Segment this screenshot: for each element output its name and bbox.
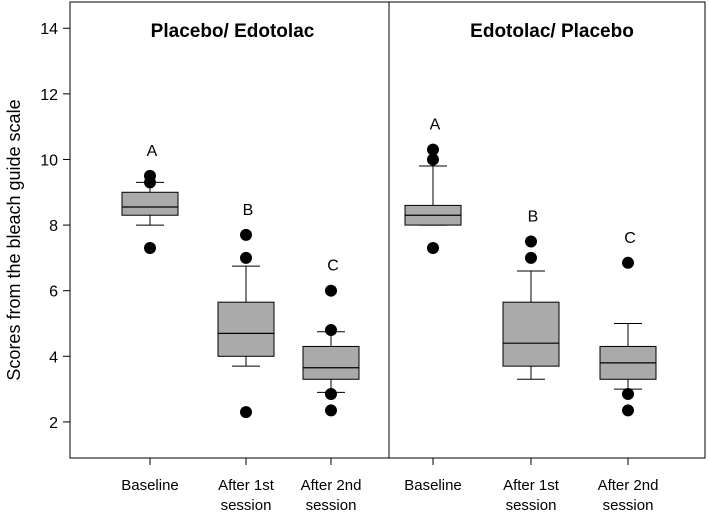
significance-letter: A xyxy=(147,143,158,160)
x-category-label-line: session xyxy=(306,497,357,514)
y-tick-label: 4 xyxy=(49,349,58,366)
box-group: A xyxy=(121,143,179,255)
outlier-point xyxy=(240,406,252,419)
outlier-point xyxy=(622,404,634,417)
significance-letter: B xyxy=(243,202,254,219)
y-tick-label: 6 xyxy=(49,284,58,301)
box-group: B xyxy=(217,202,275,419)
panel-titles: Placebo/ Edotolac Edotolac/ Placebo xyxy=(151,21,634,42)
x-category-label-line: After 2nd xyxy=(598,477,659,494)
outlier-point xyxy=(325,388,337,401)
y-tick-label: 2 xyxy=(49,415,58,432)
outlier-point xyxy=(240,251,252,264)
x-category-label: After 1st session xyxy=(503,477,560,514)
x-axis-category-labels: Baseline After 1st session After 2nd session… xyxy=(121,458,658,514)
panel-title: Edotolac/ Placebo xyxy=(470,21,634,42)
significance-letter: A xyxy=(430,117,441,134)
x-category-label-line: session xyxy=(221,497,272,514)
iqr-box xyxy=(502,301,560,367)
outlier-point xyxy=(144,242,156,255)
box-group: A xyxy=(404,117,462,255)
outlier-point xyxy=(427,242,439,255)
outlier-point xyxy=(325,404,337,417)
box-group: C xyxy=(302,258,360,417)
box-plot-marks: A B C A B C xyxy=(121,117,657,419)
iqr-box xyxy=(121,191,179,216)
outlier-point xyxy=(427,143,439,156)
significance-letter: B xyxy=(528,208,539,225)
outlier-point xyxy=(622,256,634,269)
x-category-label-line: After 1st xyxy=(503,477,560,494)
x-category-label: After 1st session xyxy=(218,477,275,514)
plot-border xyxy=(69,1,706,459)
outlier-point xyxy=(622,388,634,401)
y-tick-label: 12 xyxy=(40,87,58,104)
y-tick-label: 10 xyxy=(40,152,58,169)
x-category-label-line: Baseline xyxy=(121,477,179,494)
box-group: C xyxy=(599,230,657,417)
x-category-label-line: After 1st xyxy=(218,477,275,494)
x-category-label-line: After 2nd xyxy=(301,477,362,494)
iqr-box xyxy=(302,345,360,380)
y-tick-label: 14 xyxy=(40,21,58,38)
significance-letter: C xyxy=(327,258,339,275)
iqr-box xyxy=(217,301,275,357)
y-axis-label: Scores from the bleach guide scale xyxy=(4,99,24,380)
x-category-label: Baseline xyxy=(404,477,462,494)
x-category-label: After 2nd session xyxy=(598,477,659,514)
x-category-label-line: Baseline xyxy=(404,477,462,494)
significance-letter: C xyxy=(624,230,636,247)
panel-title: Placebo/ Edotolac xyxy=(151,21,315,42)
x-category-label: After 2nd session xyxy=(301,477,362,514)
x-category-label-line: session xyxy=(603,497,654,514)
outlier-point xyxy=(240,228,252,241)
outlier-point xyxy=(325,324,337,337)
outlier-point xyxy=(427,153,439,166)
x-category-label-line: session xyxy=(506,497,557,514)
outlier-point xyxy=(144,169,156,182)
y-tick-label: 8 xyxy=(49,218,58,235)
x-category-label: Baseline xyxy=(121,477,179,494)
box-group: B xyxy=(502,208,560,380)
plot-frame xyxy=(69,1,706,459)
outlier-point xyxy=(525,251,537,264)
y-axis: 2 4 6 8 10 12 14 xyxy=(40,21,70,432)
outlier-point xyxy=(325,284,337,297)
outlier-point xyxy=(525,235,537,248)
